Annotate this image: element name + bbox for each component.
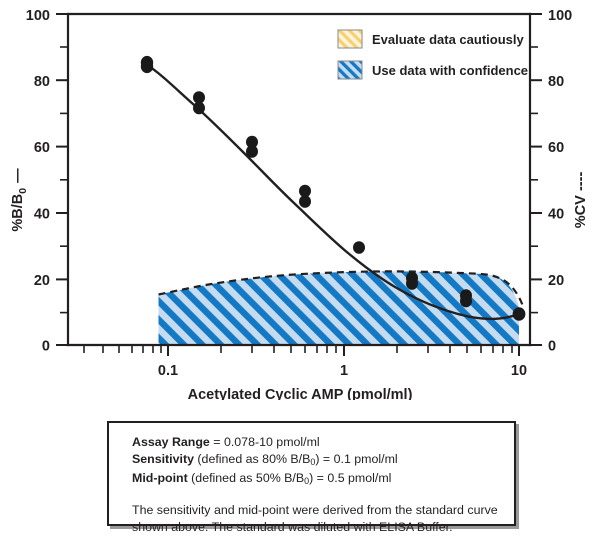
data-point xyxy=(246,145,258,158)
y2-tick-label: 80 xyxy=(548,74,564,90)
midpoint-value: ) = 0.5 pmol/ml xyxy=(309,470,392,485)
y-axis-right-ticks: 100 80 60 40 20 0 xyxy=(530,8,572,355)
assay-info-panel: Assay Range = 0.078-10 pmol/ml Sensitivi… xyxy=(107,421,516,534)
data-point xyxy=(140,59,154,74)
y-axis-title-linecue: — xyxy=(10,168,26,183)
x-tick-label: 1 xyxy=(340,363,348,379)
y-tick-label: 60 xyxy=(34,140,50,156)
sensitivity-definition-pre: (defined as 80% B/B xyxy=(193,451,311,466)
cv-band-group xyxy=(158,270,525,345)
x-tick-label: 10 xyxy=(511,363,527,379)
y-tick-label: 40 xyxy=(34,207,50,223)
standard-curve-chart: 100 80 60 40 20 0 100 80 60 40 20 0 xyxy=(10,8,589,400)
assay-range-line: Assay Range = 0.078-10 pmol/ml xyxy=(132,434,514,451)
sensitivity-term: Sensitivity xyxy=(132,451,194,466)
legend-label-use-with-confidence: Use data with confidence xyxy=(372,63,528,78)
data-point xyxy=(406,277,418,290)
legend-swatch-blue-hatch xyxy=(337,60,363,80)
y2-axis-title: %CV ---- xyxy=(573,172,589,229)
y2-axis-title-linecue: ---- xyxy=(573,172,589,191)
y2-axis-title-group: %CV ---- xyxy=(573,172,589,229)
assay-info-paragraph: The sensitivity and mid-point were deriv… xyxy=(132,503,498,534)
y-axis-left-ticks: 100 80 60 40 20 0 xyxy=(26,8,68,355)
assay-info-content: Assay Range = 0.078-10 pmol/ml Sensitivi… xyxy=(109,423,514,535)
y-axis-title-subscript: 0 xyxy=(17,188,29,194)
sensitivity-line: Sensitivity (defined as 80% B/B0) = 0.1 … xyxy=(132,451,514,470)
data-point xyxy=(299,184,311,198)
assay-range-term: Assay Range xyxy=(132,435,210,449)
y-axis-title: %B/B0 — xyxy=(10,168,29,232)
legend-swatch-yellow-hatch xyxy=(337,29,363,49)
data-point xyxy=(299,195,311,208)
data-point xyxy=(460,294,472,308)
y-tick-label: 100 xyxy=(26,8,50,24)
cv-band-fill xyxy=(158,271,519,345)
x-axis-ticks: 0.1 1 10 xyxy=(83,345,527,379)
midpoint-subscript: 0 xyxy=(304,475,310,486)
cv-band-dashed-edge xyxy=(158,270,525,307)
midpoint-definition-pre: (defined as 50% B/B xyxy=(187,470,305,485)
midpoint-line: Mid-point (defined as 50% B/B0) = 0.5 pm… xyxy=(132,470,514,489)
chart-legend: Evaluate data cautiously Use data with c… xyxy=(337,29,528,80)
data-point xyxy=(193,101,205,115)
data-point xyxy=(246,135,258,149)
y2-tick-label: 20 xyxy=(548,273,564,289)
x-tick-label: 0.1 xyxy=(158,363,178,379)
y-tick-label: 80 xyxy=(34,74,50,90)
legend-item-evaluate-cautiously: Evaluate data cautiously xyxy=(337,29,524,49)
x-axis-title: Acetylated Cyclic AMP (pmol/ml) xyxy=(188,387,413,400)
y-tick-label: 0 xyxy=(42,339,50,355)
legend-label-evaluate-cautiously: Evaluate data cautiously xyxy=(372,32,524,47)
y2-tick-label: 60 xyxy=(548,140,564,156)
data-point xyxy=(512,307,526,321)
assay-range-value: = 0.078-10 pmol/ml xyxy=(209,435,320,449)
y-axis-title-main: %B/B xyxy=(10,194,26,232)
sensitivity-value: ) = 0.1 pmol/ml xyxy=(315,451,398,466)
y2-tick-label: 40 xyxy=(548,207,564,223)
data-point xyxy=(353,241,365,254)
y2-tick-label: 0 xyxy=(548,339,556,355)
y-tick-label: 20 xyxy=(34,273,50,289)
midpoint-term: Mid-point xyxy=(132,470,188,485)
y2-axis-title-main: %CV xyxy=(573,195,589,228)
sensitivity-subscript: 0 xyxy=(310,456,316,467)
y2-tick-label: 100 xyxy=(548,8,572,24)
legend-item-use-with-confidence: Use data with confidence xyxy=(337,60,528,80)
standard-curve-group xyxy=(140,55,526,321)
y-axis-title-group: %B/B0 — xyxy=(10,168,29,232)
data-point xyxy=(193,91,205,104)
